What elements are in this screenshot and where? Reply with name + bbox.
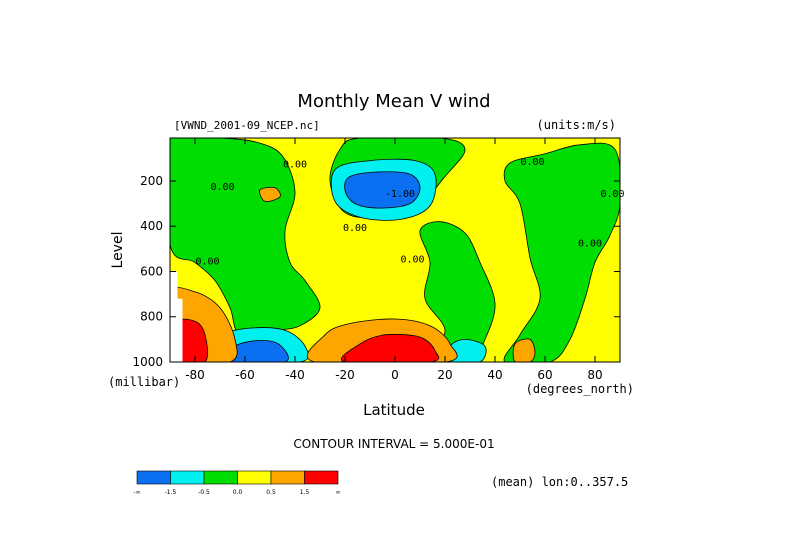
units-label: (units:m/s) bbox=[537, 118, 616, 132]
colorbar-label: 1.5 bbox=[300, 489, 310, 496]
contour-label: 0.00 bbox=[195, 257, 219, 268]
y-tick-label: 800 bbox=[140, 310, 163, 324]
contour-label: 0.00 bbox=[210, 182, 234, 193]
contour-fill-layer bbox=[170, 138, 620, 362]
x-tick-label: 60 bbox=[537, 368, 552, 382]
x-axis: -80 -60 -40 -20 0 20 40 60 80 bbox=[185, 138, 603, 382]
y-tick-label: 200 bbox=[140, 174, 163, 188]
contour-label: -1.00 bbox=[385, 189, 415, 200]
colorbar-label: -∞ bbox=[133, 489, 140, 496]
missing-data-mask bbox=[170, 271, 183, 362]
contour-label: 0.00 bbox=[283, 159, 307, 170]
x-tick-label: -40 bbox=[285, 368, 305, 382]
field-orange-small-2 bbox=[512, 338, 536, 362]
y-axis-label: Level bbox=[110, 232, 126, 269]
colorbar-label: ∞ bbox=[336, 489, 341, 496]
x-tick-label: 40 bbox=[487, 368, 502, 382]
colorbar-swatch bbox=[270, 470, 305, 485]
colorbar-swatch bbox=[136, 470, 171, 485]
x-tick-label: -80 bbox=[185, 368, 205, 382]
contour-label: 0.00 bbox=[520, 157, 544, 168]
chart-title: Monthly Mean V wind bbox=[297, 91, 490, 112]
colorbar-swatch bbox=[304, 470, 339, 485]
dataset-label: [VWND_2001-09_NCEP.nc] bbox=[174, 119, 320, 132]
colorbar: -∞ -1.5 -0.5 0.0 0.5 1.5 ∞ bbox=[133, 470, 341, 496]
colorbar-swatch bbox=[170, 470, 205, 485]
field-orange-small-1 bbox=[259, 186, 281, 203]
colorbar-label: -0.5 bbox=[198, 489, 210, 496]
mean-label: (mean) lon:0..357.5 bbox=[491, 475, 628, 489]
x-tick-label: -60 bbox=[235, 368, 255, 382]
field-green-sh bbox=[170, 138, 321, 337]
colorbar-label: -1.5 bbox=[165, 489, 177, 496]
y-tick-label: 1000 bbox=[132, 355, 163, 369]
contour-label: 0.00 bbox=[343, 223, 367, 234]
colorbar-label: 0.0 bbox=[233, 489, 243, 496]
colorbar-label: 0.5 bbox=[266, 489, 276, 496]
contour-label: 0.00 bbox=[600, 189, 624, 200]
colorbar-swatch bbox=[203, 470, 238, 485]
x-axis-units: (degrees_north) bbox=[526, 382, 634, 396]
x-tick-label: -20 bbox=[335, 368, 355, 382]
x-tick-label: 80 bbox=[587, 368, 602, 382]
x-tick-label: 20 bbox=[437, 368, 452, 382]
y-tick-label: 400 bbox=[140, 219, 163, 233]
y-axis-units: (millibar) bbox=[108, 375, 180, 389]
contour-label: 0.00 bbox=[400, 254, 424, 265]
contour-interval: CONTOUR INTERVAL = 5.000E-01 bbox=[293, 437, 494, 451]
contour-labels: 0.00 0.00 0.00 0.00 0.00 -1.00 0.00 0.00 0.00 bbox=[195, 157, 624, 268]
plot-area bbox=[169, 137, 621, 363]
x-tick-label: 0 bbox=[391, 368, 399, 382]
colorbar-swatch bbox=[237, 470, 272, 485]
contour-label: 0.00 bbox=[578, 239, 602, 250]
y-tick-label: 600 bbox=[140, 264, 163, 278]
field-blue-upper bbox=[344, 171, 421, 209]
y-axis: 200 400 600 800 1000 bbox=[132, 174, 620, 369]
field-green-nh bbox=[503, 142, 620, 362]
x-axis-label: Latitude bbox=[363, 401, 425, 419]
field-red-tropics bbox=[341, 333, 440, 362]
